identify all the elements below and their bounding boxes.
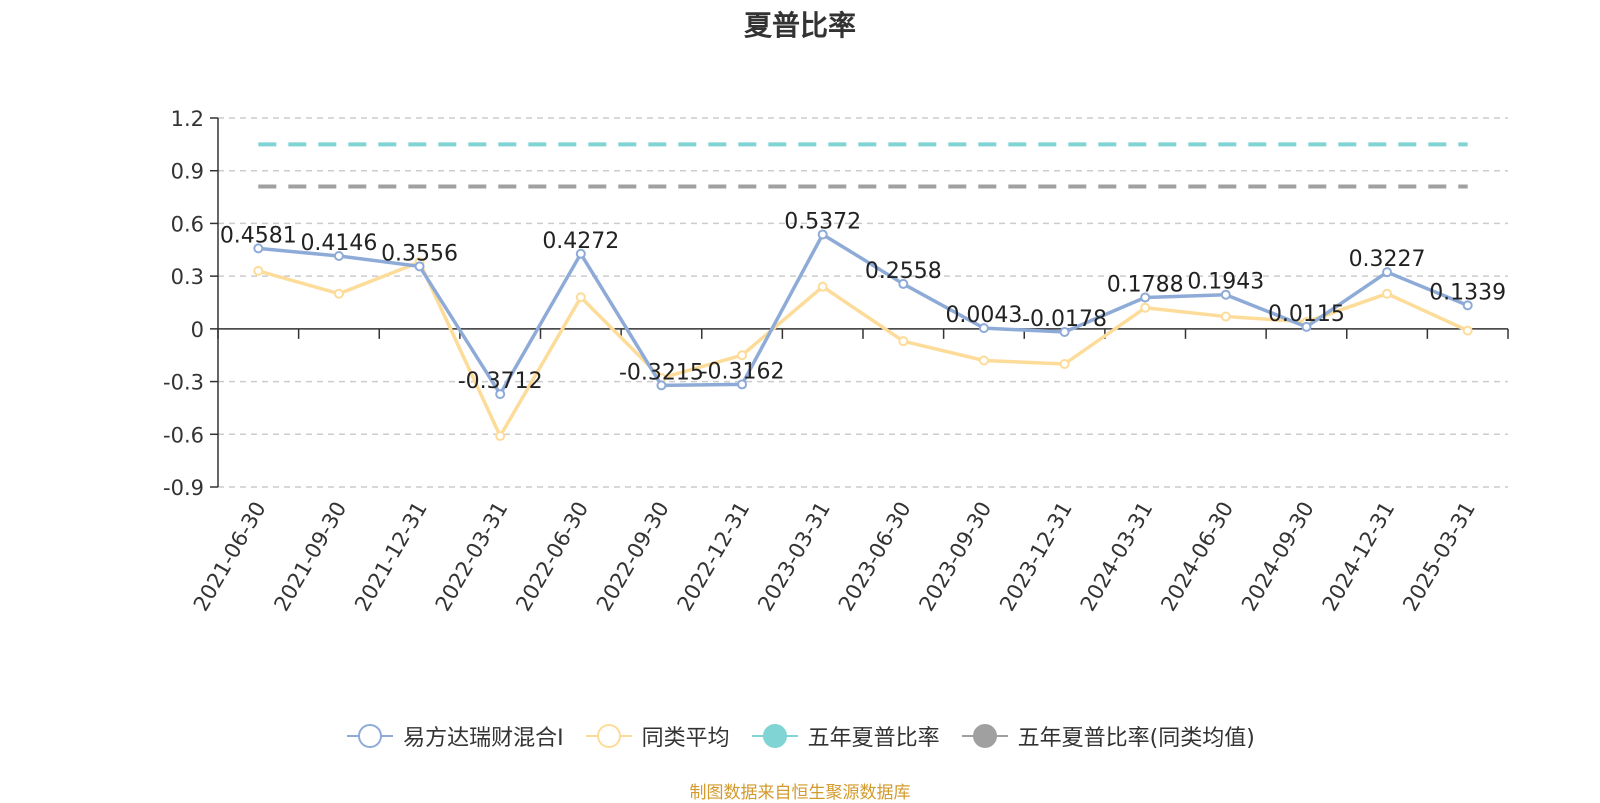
data-label: 0.4581	[220, 223, 297, 248]
data-point	[898, 278, 909, 289]
data-label: 0.3556	[381, 241, 458, 266]
x-tick-label: 2021-12-31	[350, 498, 432, 616]
x-tick-label: 2022-06-30	[511, 498, 593, 616]
data-label: -0.3162	[700, 359, 785, 384]
data-point	[414, 261, 425, 272]
legend-item-3[interactable]: 五年夏普比率(同类均值)	[960, 720, 1255, 752]
data-point	[1462, 325, 1473, 336]
chart-title: 夏普比率	[743, 9, 856, 42]
y-tick-label: 0.3	[171, 265, 204, 289]
data-point	[978, 323, 989, 334]
data-point	[1059, 359, 1070, 369]
y-tick-label: -0.9	[163, 476, 204, 500]
data-label: 0.4272	[542, 229, 619, 254]
data-point	[1140, 302, 1151, 313]
data-point	[333, 251, 344, 262]
data-point	[656, 380, 667, 391]
x-tick-label: 2023-12-31	[995, 498, 1077, 616]
data-point	[575, 292, 586, 303]
data-point	[495, 431, 506, 442]
data-source-note: 制图数据来自恒生聚源数据库	[689, 783, 911, 803]
legend-label: 同类平均	[641, 726, 730, 751]
x-tick-label: 2024-03-31	[1076, 498, 1158, 616]
data-point	[1220, 289, 1231, 300]
data-point	[898, 336, 909, 347]
data-point	[1220, 311, 1231, 322]
x-tick-label: 2024-12-31	[1318, 498, 1400, 616]
data-point	[253, 265, 264, 276]
data-label: 0.0115	[1268, 302, 1345, 327]
legend-item-1[interactable]: 同类平均	[584, 720, 730, 752]
x-tick-label: 2024-09-30	[1237, 498, 1319, 616]
data-label: -0.3712	[458, 369, 543, 394]
data-label: 0.5372	[784, 209, 861, 234]
data-label: 0.3227	[1349, 247, 1426, 272]
y-tick-label: 0.6	[171, 212, 204, 236]
y-tick-label: 0.9	[171, 160, 204, 184]
data-point	[737, 379, 748, 390]
x-tick-label: 2022-12-31	[673, 498, 755, 616]
data-point	[978, 355, 989, 366]
legend: 易方达瑞财混合I 同类平均 五年夏普比率 五年夏普比率(同类均值)	[0, 720, 1600, 755]
data-point	[1140, 292, 1151, 303]
series-line-1	[257, 260, 1469, 438]
legend-marker-icon	[347, 724, 394, 748]
legend-label: 易方达瑞财混合I	[403, 726, 564, 751]
legend-marker-icon	[961, 724, 1008, 748]
legend-marker-icon	[751, 724, 798, 748]
data-label: 0.4146	[300, 231, 377, 256]
data-label: 0.1943	[1187, 270, 1264, 295]
y-tick-label: -0.6	[163, 423, 204, 447]
legend-marker-icon	[585, 724, 632, 748]
x-tick-label: 2021-09-30	[269, 498, 351, 616]
data-point	[1059, 326, 1070, 337]
legend-label: 五年夏普比率	[807, 726, 940, 751]
data-label: 0.1339	[1429, 280, 1506, 305]
data-point	[1382, 288, 1393, 299]
data-point	[1382, 267, 1393, 278]
x-tick-label: 2023-06-30	[834, 498, 916, 616]
data-label: 0.0043	[945, 303, 1022, 328]
data-label: 0.2558	[865, 259, 942, 284]
x-tick-label: 2021-06-30	[189, 498, 271, 616]
data-label: -0.3215	[619, 360, 704, 385]
data-point	[1301, 321, 1312, 332]
data-point	[495, 389, 506, 400]
data-point	[817, 281, 828, 292]
series-line-0	[258, 232, 1469, 396]
data-point	[1462, 300, 1473, 311]
data-point	[575, 248, 586, 259]
x-tick-label: 2022-03-31	[431, 498, 513, 616]
data-point	[253, 243, 264, 254]
data-point	[817, 229, 828, 240]
data-label: 0.1788	[1107, 272, 1184, 297]
x-tick-label: 2024-06-30	[1156, 498, 1238, 616]
data-point	[333, 288, 344, 299]
y-tick-label: 0	[191, 318, 204, 342]
data-label: -0.0178	[1022, 307, 1107, 332]
legend-item-0[interactable]: 易方达瑞财混合I	[345, 720, 564, 752]
data-point	[737, 350, 748, 361]
x-tick-label: 2022-09-30	[592, 498, 674, 616]
x-tick-label: 2025-03-31	[1398, 498, 1480, 616]
legend-label: 五年夏普比率(同类均值)	[1017, 726, 1255, 751]
x-tick-label: 2023-03-31	[753, 498, 835, 616]
x-tick-label: 2023-09-30	[914, 498, 996, 616]
y-tick-label: 1.2	[171, 107, 204, 131]
legend-item-2[interactable]: 五年夏普比率	[750, 720, 940, 752]
y-tick-label: -0.3	[163, 371, 204, 395]
